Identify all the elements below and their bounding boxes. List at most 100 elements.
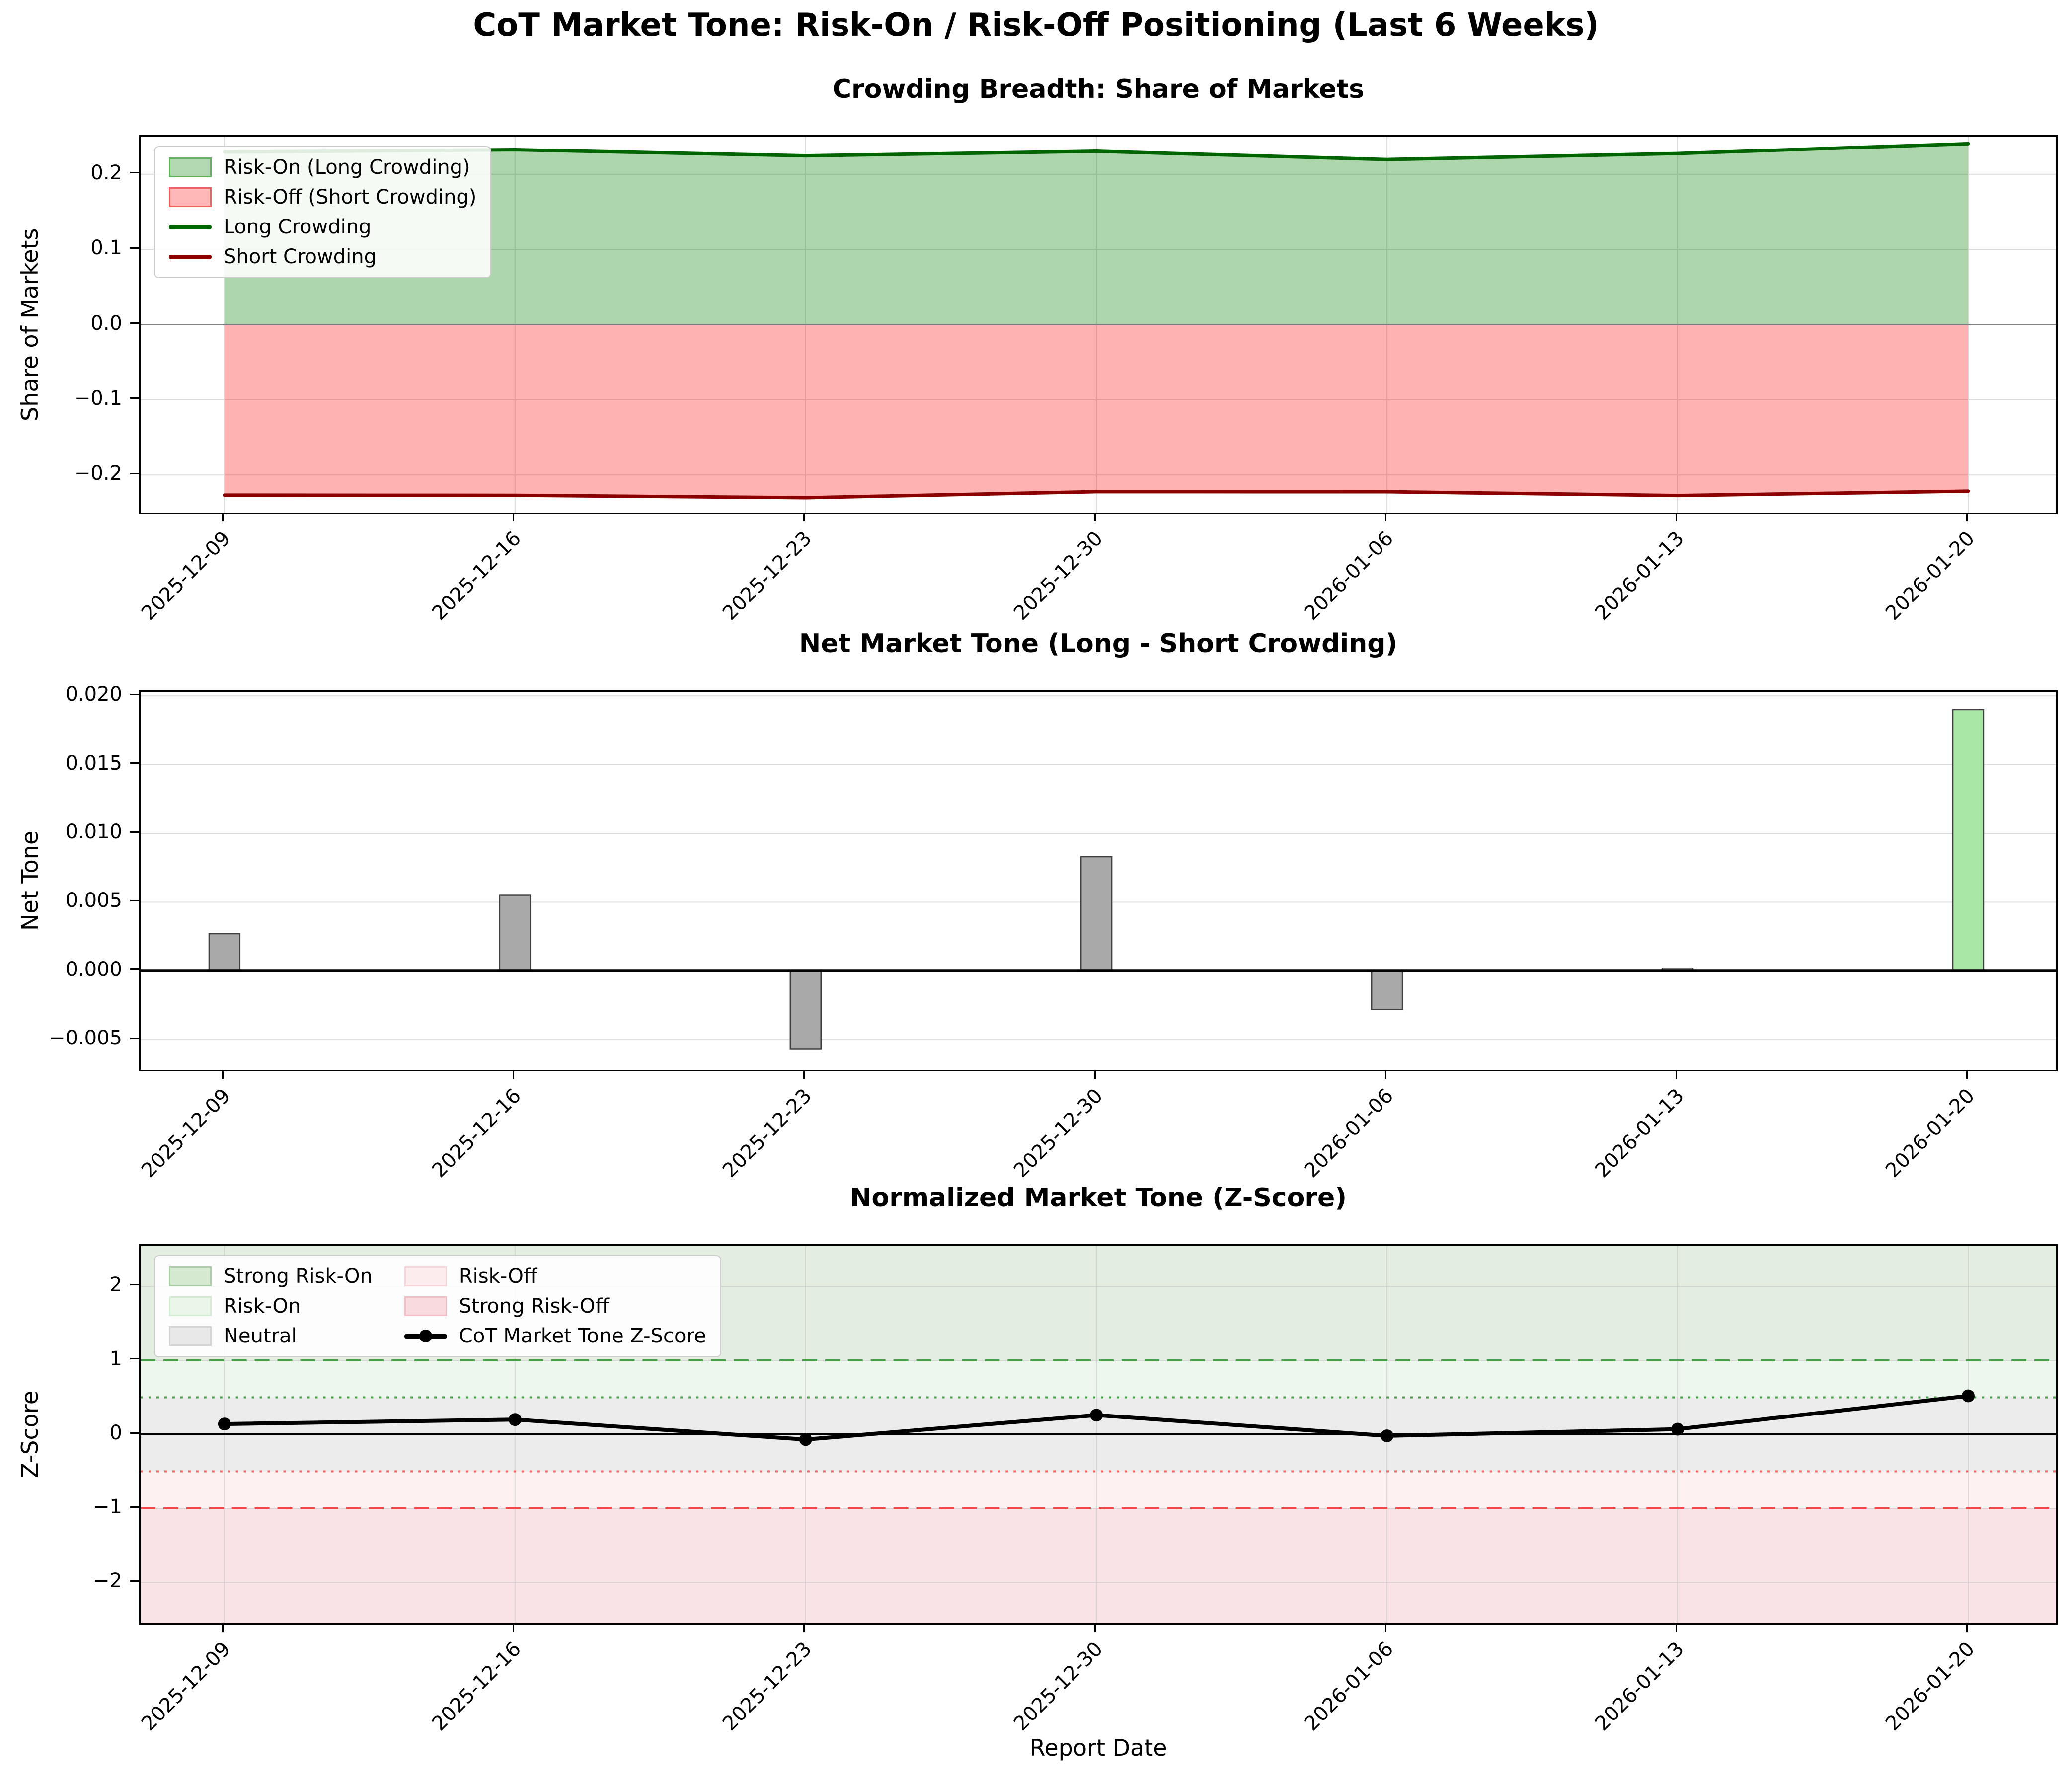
figure-title: CoT Market Tone: Risk-On / Risk-Off Posi… [473,7,1599,44]
y-tick-label: −1 [93,1495,122,1519]
x-tick-mark [1094,513,1096,521]
legend-label: Neutral [224,1325,297,1347]
legend-item: Neutral [169,1325,373,1347]
legend-swatch-strong-risk-off [404,1296,447,1316]
x-tick-mark [222,513,224,521]
x-tick-label-text: 2026-01-06 [1300,527,1398,625]
normalized-market-tone-z-score--svg [141,1246,2056,1623]
zscore-point [218,1417,231,1431]
x-tick-label-text: 2026-01-20 [1881,1638,1979,1735]
x-tick-label-text: 2025-12-23 [718,1084,817,1182]
legend-item: Risk-On (Long Crowding) [169,156,476,179]
x-tick-label-text: 2025-12-09 [137,1638,235,1735]
legend-item: Short Crowding [169,245,476,268]
y-tick-mark [130,762,139,764]
y-tick-label: −0.1 [74,386,122,410]
legend-label: Strong Risk-On [224,1265,373,1288]
x-tick-mark [1384,513,1386,521]
x-tick-mark [222,1623,224,1632]
x-tick-mark [1966,1070,1968,1079]
x-tick-label-text: 2025-12-23 [718,1638,817,1735]
crowding-breadth-legend: Risk-On (Long Crowding) Risk-Off (Short C… [154,146,492,278]
x-tick-label-text: 2025-12-30 [1009,527,1107,625]
y-tick-mark [130,1580,139,1582]
legend-item: Risk-On [169,1295,373,1318]
legend-label: Risk-On (Long Crowding) [224,156,470,179]
x-tick-mark [803,1623,805,1632]
y-tick-label: −0.2 [74,462,122,485]
zscore-point [1671,1422,1685,1436]
x-tick-label-text: 2025-12-23 [718,527,817,625]
x-tick-label-text: 2026-01-06 [1300,1084,1398,1182]
legend-swatch-risk-off-short-crowding- [169,187,212,207]
y-tick-mark [130,247,139,249]
net-tone-plot-area [139,690,2058,1071]
legend-swatch-long-crowding [169,224,212,229]
legend-label: CoT Market Tone Z-Score [459,1325,706,1347]
x-tick-label-text: 2026-01-20 [1881,527,1979,625]
y-tick-label: 1 [109,1347,122,1370]
x-tick-mark [1675,513,1677,521]
risk-on-band [141,1360,2056,1398]
crowding-breadth-title: Crowding Breadth: Share of Markets [832,74,1365,104]
net-tone-bar [789,970,822,1050]
x-tick-mark [803,1070,805,1079]
x-tick-label-text: 2026-01-13 [1590,527,1688,625]
y-tick-label: 0.2 [90,161,122,184]
x-tick-label-text: 2025-12-09 [137,1084,235,1182]
y-tick-label: −2 [93,1569,122,1593]
x-tick-label-text: 2026-01-20 [1881,1084,1979,1182]
y-tick-mark [130,397,139,399]
x-tick-mark [1094,1070,1096,1079]
legend-label: Strong Risk-Off [459,1295,609,1318]
y-tick-label: 0.010 [65,820,122,844]
x-tick-mark [1966,513,1968,521]
y-tick-mark [130,322,139,324]
zscore-point [799,1433,812,1446]
risk-off-band [141,1471,2056,1509]
x-tick-mark [1384,1623,1386,1632]
net-tone-bar [1371,970,1403,1010]
x-tick-mark [1094,1623,1096,1632]
x-tick-mark [513,513,515,521]
x-tick-mark [222,1070,224,1079]
y-tick-label: 0.1 [90,236,122,260]
y-tick-mark [130,1432,139,1434]
long-crowding-line [223,142,1970,161]
legend-swatch-strong-risk-on [169,1266,212,1286]
y-tick-mark [130,968,139,970]
legend-item: Risk-Off (Short Crowding) [169,186,476,209]
legend-label: Short Crowding [224,245,377,268]
legend-swatch-neutral [169,1326,212,1346]
y-tick-mark [130,831,139,833]
x-tick-mark [1384,1070,1386,1079]
net-tone-bar [208,933,241,971]
net-tone-title: Net Market Tone (Long - Short Crowding) [799,629,1398,659]
x-tick-mark [1675,1623,1677,1632]
y-tick-mark [130,693,139,695]
legend-item: Strong Risk-Off [404,1295,706,1318]
y-tick-mark [130,172,139,174]
strong-risk-off-band [141,1508,2056,1623]
legend-marker-dot [419,1330,432,1342]
legend-item: Long Crowding [169,216,476,238]
legend-label: Risk-Off (Short Crowding) [224,186,477,209]
short-crowding-line [223,489,1970,500]
y-tick-label: 0.005 [65,889,122,912]
net-tone-bar [1952,709,1985,971]
x-tick-label-text: 2025-12-16 [428,1084,526,1182]
x-tick-mark [803,513,805,521]
y-tick-label: 0.0 [90,311,122,335]
x-tick-label-text: 2025-12-16 [428,527,526,625]
y-tick-mark [130,1358,139,1360]
legend-item: CoT Market Tone Z-Score [404,1325,706,1347]
risk-off-fill [224,324,1969,498]
zscore-point [1962,1389,1975,1403]
zscore-legend: Strong Risk-On Risk-On Neutral Risk-Off Stro… [154,1255,721,1357]
y-tick-label: 0 [109,1421,122,1444]
y-tick-mark [130,1037,139,1039]
y-tick-label: 0.015 [65,751,122,775]
zscore-point [1381,1429,1394,1442]
x-tick-label-text: 2026-01-13 [1590,1084,1688,1182]
y-tick-label: 0.020 [65,683,122,706]
